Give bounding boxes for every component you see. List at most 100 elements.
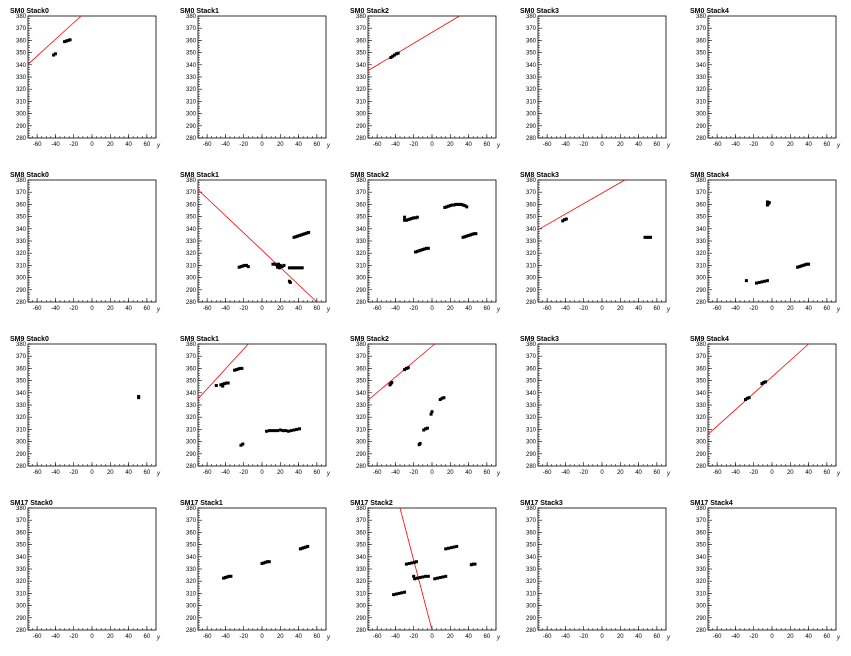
y-tick-label: 340 xyxy=(16,555,27,561)
x-tick-label: 60 xyxy=(144,306,151,312)
data-point xyxy=(444,574,448,578)
y-tick-label: 380 xyxy=(696,506,707,512)
x-tick-label: 60 xyxy=(314,470,321,476)
y-tick-label: 280 xyxy=(186,136,197,142)
data-point xyxy=(68,38,72,42)
x-tick-label: 20 xyxy=(447,142,454,148)
data-point xyxy=(757,280,761,284)
data-point xyxy=(454,202,458,206)
data-point xyxy=(424,427,428,431)
data-point xyxy=(414,250,418,254)
data-point xyxy=(468,233,472,237)
data-point xyxy=(414,216,418,220)
chart-title: SM17 Stack3 xyxy=(520,500,563,507)
data-point xyxy=(415,576,419,580)
data-point xyxy=(265,560,269,564)
data-point xyxy=(305,231,309,235)
data-point xyxy=(237,265,241,269)
x-axis-label: y xyxy=(836,471,841,477)
x-tick-label: 20 xyxy=(447,470,454,476)
x-axis-label: y xyxy=(666,635,671,641)
chart-panel-3: SM0 Stack3 -60 -40 -20 0 20 40 60 y 280 290 300 310 3… xyxy=(520,8,671,149)
x-tick-label: 0 xyxy=(430,634,434,640)
y-tick-label: 350 xyxy=(16,543,27,549)
x-tick-label: 60 xyxy=(314,306,321,312)
x-tick-label: -60 xyxy=(543,470,552,476)
data-point xyxy=(289,266,293,270)
data-point xyxy=(747,396,751,400)
data-point xyxy=(445,205,449,209)
data-point xyxy=(449,546,453,550)
data-point xyxy=(224,381,228,385)
y-tick-label: 340 xyxy=(356,555,367,561)
y-tick-label: 340 xyxy=(186,227,197,233)
y-tick-label: 360 xyxy=(186,38,197,44)
plot-frame xyxy=(537,15,667,139)
chart-panel-10: SM9 Stack0 -60 -40 -20 0 20 40 60 y 280 290 300 310 3… xyxy=(10,336,161,477)
y-tick-label: 290 xyxy=(16,452,27,458)
data-point xyxy=(66,38,70,42)
y-tick-label: 370 xyxy=(186,354,197,360)
data-point xyxy=(233,368,237,372)
data-point xyxy=(452,545,456,549)
y-tick-label: 290 xyxy=(16,616,27,622)
y-tick-label: 350 xyxy=(186,215,197,221)
y-tick-label: 290 xyxy=(16,288,27,294)
plot-frame xyxy=(27,343,157,467)
chart-title: SM0 Stack3 xyxy=(520,8,559,15)
x-tick-label: -40 xyxy=(221,306,230,312)
chart-panel-12: SM9 Stack2 -60 -40 -20 0 20 40 60 y 280 290 300 310 3… xyxy=(350,336,501,477)
x-tick-label: 0 xyxy=(90,634,94,640)
data-point xyxy=(765,279,769,283)
data-point xyxy=(419,248,423,252)
x-tick-label: -40 xyxy=(391,306,400,312)
data-point xyxy=(421,575,425,579)
chart-panel-18: SM17 Stack3 -60 -40 -20 0 20 40 60 y 280 290 300 310… xyxy=(520,500,671,641)
y-tick-label: 350 xyxy=(16,215,27,221)
data-point xyxy=(760,382,764,386)
data-point xyxy=(450,203,454,207)
x-tick-label: -40 xyxy=(51,470,60,476)
x-tick-label: -60 xyxy=(33,142,42,148)
x-tick-label: 60 xyxy=(144,470,151,476)
data-point xyxy=(410,561,414,565)
chart-panel-16: SM17 Stack1 -60 -40 -20 0 20 40 60 y 280 290 300 310… xyxy=(180,500,331,641)
y-tick-label: 350 xyxy=(526,543,537,549)
y-tick-label: 360 xyxy=(356,38,367,44)
data-point xyxy=(400,591,404,595)
chart-title: SM0 Stack0 xyxy=(10,8,49,15)
y-tick-label: 350 xyxy=(16,379,27,385)
y-tick-label: 350 xyxy=(186,51,197,57)
data-point xyxy=(292,235,296,239)
y-tick-label: 290 xyxy=(16,124,27,130)
data-point xyxy=(425,246,429,250)
data-point xyxy=(470,232,474,236)
chart-title: SM17 Stack0 xyxy=(10,500,53,507)
x-tick-label: 20 xyxy=(107,306,114,312)
x-tick-label: -60 xyxy=(543,634,552,640)
chart-title: SM17 Stack4 xyxy=(690,500,733,507)
data-point xyxy=(278,428,282,432)
y-tick-label: 300 xyxy=(526,440,537,446)
data-point xyxy=(296,234,300,238)
y-tick-label: 280 xyxy=(16,464,27,470)
y-tick-label: 380 xyxy=(356,14,367,20)
data-point xyxy=(406,218,410,222)
x-tick-label: 40 xyxy=(125,142,132,148)
y-tick-label: 290 xyxy=(526,288,537,294)
x-tick-label: -40 xyxy=(731,470,740,476)
chart-title: SM0 Stack1 xyxy=(180,8,219,15)
data-point xyxy=(239,443,243,447)
y-tick-label: 340 xyxy=(696,391,707,397)
y-tick-label: 330 xyxy=(186,403,197,409)
y-tick-label: 340 xyxy=(696,555,707,561)
y-tick-label: 340 xyxy=(696,63,707,69)
chart-panel-0: SM0 Stack0 -60 -40 -20 0 20 40 60 y 280 290 300 310 3… xyxy=(10,8,161,149)
x-tick-label: 20 xyxy=(617,142,624,148)
x-tick-label: 20 xyxy=(617,306,624,312)
chart-title: SM0 Stack2 xyxy=(350,8,389,15)
y-tick-label: 330 xyxy=(526,567,537,573)
y-tick-label: 370 xyxy=(356,190,367,196)
y-tick-label: 280 xyxy=(696,300,707,306)
